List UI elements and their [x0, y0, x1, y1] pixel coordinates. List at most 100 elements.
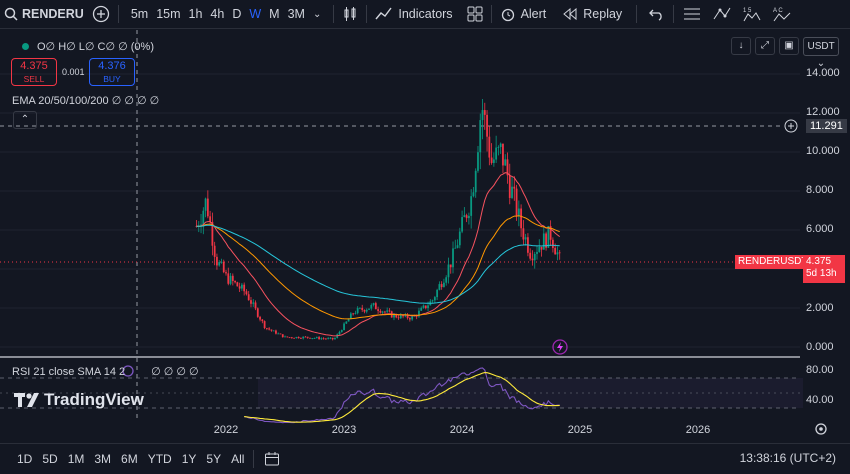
collapse-legend-button[interactable]: ⌃: [13, 111, 37, 129]
bottom-toolbar: 1D 5D 1M 3M 6M YTD 1Y 5Y All: [0, 443, 850, 474]
chart-type-button[interactable]: [338, 0, 362, 28]
timeframe-5m[interactable]: 5m: [130, 7, 149, 21]
range-1y[interactable]: 1Y: [181, 452, 197, 466]
candle-body: [445, 277, 448, 283]
timeframe-w[interactable]: W: [249, 7, 262, 21]
candle-body: [468, 215, 470, 219]
candle-body: [547, 226, 550, 248]
plus-circle-icon: [92, 5, 109, 23]
candle-body: [399, 314, 402, 319]
candles-icon: [344, 7, 356, 21]
range-1d[interactable]: 1D: [17, 452, 33, 466]
candle-body: [245, 291, 248, 295]
svg-text:1 5: 1 5: [743, 8, 752, 14]
rsi-legend[interactable]: RSI 21 close SMA 14 2 ∅ ∅ ∅ ∅: [12, 365, 199, 379]
candle-body: [461, 217, 463, 232]
currency-selector[interactable]: USDT ⌄: [803, 37, 839, 69]
fullscreen-button[interactable]: ⤢: [755, 37, 775, 55]
rsi-settings-icon[interactable]: [122, 365, 134, 377]
layouts-button[interactable]: [463, 0, 487, 28]
svg-text:A C: A C: [773, 8, 783, 14]
last-price-tag: 4.375 5d 13h: [803, 255, 845, 283]
candle-body: [486, 114, 488, 137]
timeframe-4h[interactable]: 4h: [210, 7, 225, 21]
candle-body: [334, 337, 336, 340]
tradingview-logo[interactable]: TradingView: [14, 390, 144, 410]
range-ytd[interactable]: YTD: [147, 452, 172, 466]
rsi-tick: 80.00: [806, 364, 834, 376]
candle-body: [229, 275, 232, 284]
range-5d[interactable]: 5D: [42, 452, 58, 466]
candle-body: [408, 318, 411, 320]
candle-body: [281, 334, 284, 338]
sell-button[interactable]: 4.375 SELL: [11, 58, 57, 86]
buy-button[interactable]: 4.376 BUY: [89, 58, 135, 86]
y-tick: 10.000: [806, 145, 840, 157]
timeframe-m[interactable]: M: [269, 7, 280, 21]
replay-label: Replay: [583, 7, 623, 21]
candle-body: [542, 233, 545, 250]
range-6m[interactable]: 6M: [121, 452, 138, 466]
buy-price: 4.376: [98, 60, 126, 72]
range-all[interactable]: All: [231, 452, 245, 466]
candle-body: [322, 338, 325, 340]
candle-body: [288, 337, 291, 339]
candle-body: [222, 261, 225, 273]
spread-value: 0.001: [62, 67, 85, 77]
undo-icon: [649, 9, 662, 21]
timeframe-15m[interactable]: 15m: [156, 7, 181, 21]
ema-legend[interactable]: EMA 20/50/100/200 ∅ ∅ ∅ ∅: [12, 95, 160, 107]
price-chart[interactable]: [0, 30, 850, 440]
candle-body: [449, 264, 452, 268]
y-tick: 0.000: [806, 341, 834, 353]
event-marker-icon[interactable]: [552, 339, 568, 355]
lines-tool-icon[interactable]: [682, 5, 702, 23]
rsi-tick: 40.00: [806, 394, 834, 406]
alarm-clock-icon: [501, 8, 514, 22]
divider: [253, 450, 255, 468]
timeframe-3m[interactable]: 3M: [287, 7, 305, 21]
gear-icon[interactable]: [815, 423, 827, 435]
candle-series: [195, 98, 561, 341]
lightning-icon: [557, 342, 563, 352]
candle-body: [272, 330, 275, 332]
chevron-down-icon[interactable]: ⌄: [312, 8, 322, 20]
range-5y[interactable]: 5Y: [206, 452, 222, 466]
timeframe-1h[interactable]: 1h: [188, 7, 203, 21]
ema-long-line: [196, 224, 560, 304]
download-button[interactable]: ↓: [731, 37, 751, 55]
candle-body: [515, 188, 518, 217]
path-tool-icon[interactable]: [712, 5, 732, 23]
divider: [333, 5, 335, 23]
range-1m[interactable]: 1M: [67, 452, 85, 466]
compare-button[interactable]: [88, 0, 114, 28]
candle-body: [438, 284, 441, 290]
pattern-tool-icon[interactable]: 1 5: [742, 5, 762, 23]
alert-button[interactable]: Alert: [496, 0, 551, 28]
abcd-tool-icon[interactable]: A C: [772, 5, 792, 23]
undo-button[interactable]: [645, 0, 669, 28]
candle-body: [490, 157, 493, 163]
candle-body: [395, 314, 398, 318]
candle-body: [393, 314, 395, 318]
sell-price: 4.375: [20, 60, 48, 72]
market-status-dot: [22, 43, 29, 50]
indicators-button[interactable]: Indicators: [371, 0, 456, 28]
replay-button[interactable]: Replay: [558, 0, 626, 28]
timeframe-d[interactable]: D: [232, 7, 242, 21]
calendar-icon[interactable]: [264, 451, 280, 467]
candle-body: [345, 321, 348, 324]
screenshot-button[interactable]: ▣: [779, 37, 799, 55]
candle-body: [259, 316, 261, 320]
candle-body: [384, 311, 386, 313]
clock-timezone[interactable]: 13:38:16 (UTC+2): [739, 451, 836, 465]
symbol-search[interactable]: RENDERU: [0, 0, 88, 28]
candle-body: [361, 307, 364, 310]
candle-body: [422, 305, 425, 308]
range-3m[interactable]: 3M: [94, 452, 112, 466]
symbol-price-tag: RENDERUSDT: [735, 255, 811, 269]
candle-body: [447, 264, 450, 278]
x-tick: 2024: [449, 424, 475, 436]
candle-body: [427, 305, 429, 309]
candle-body: [356, 308, 359, 314]
